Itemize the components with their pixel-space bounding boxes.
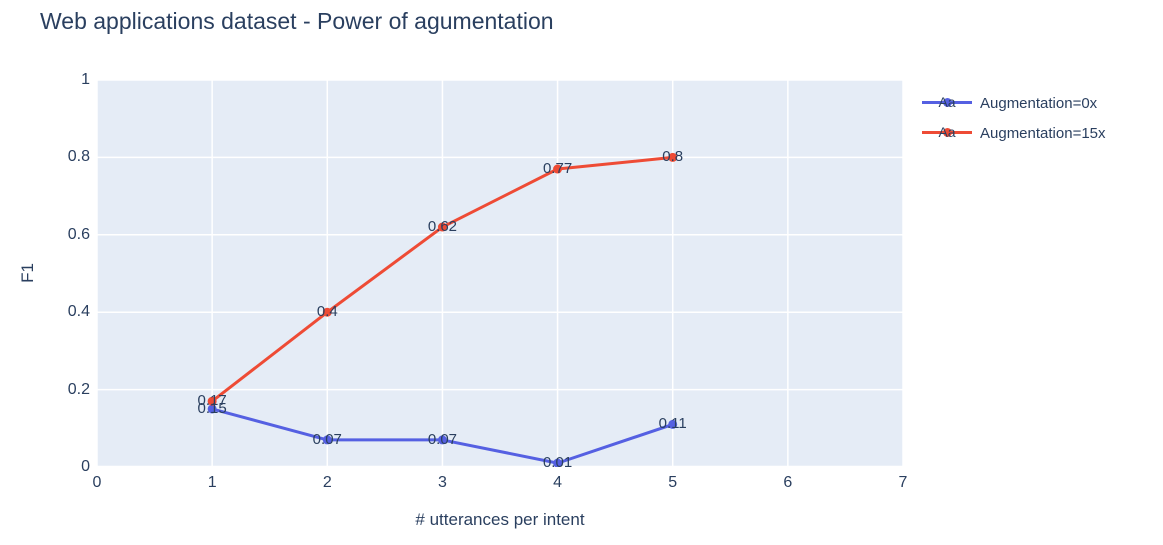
y-axis-title: F1: [18, 263, 37, 283]
legend-item[interactable]: Aa Augmentation=0x: [922, 88, 1106, 118]
series-marker: [437, 222, 447, 232]
x-axis-title: # utterances per intent: [415, 510, 585, 529]
x-tick-label: 6: [783, 474, 793, 491]
legend-line-sample: Aa: [922, 123, 972, 143]
legend-sample-text: Aa: [938, 124, 956, 140]
series-marker: [437, 435, 447, 445]
legend: Aa Augmentation=0x Aa Augmentation=15x: [922, 88, 1106, 148]
y-tick-label: 0.8: [67, 148, 90, 166]
x-tick-label: 3: [437, 474, 447, 491]
x-tick-label: 5: [668, 474, 678, 491]
series-marker: [322, 307, 332, 317]
x-tick-label: 4: [553, 474, 563, 491]
x-tick-label: 2: [322, 474, 332, 491]
series-marker: [553, 458, 563, 467]
chart-title: Web applications dataset - Power of agum…: [40, 8, 554, 34]
y-tick-label: 0.4: [67, 303, 90, 321]
legend-sample-text: Aa: [938, 94, 956, 110]
series-marker: [668, 152, 678, 162]
series-marker: [553, 164, 563, 174]
x-tick-label: 0: [92, 474, 102, 491]
y-tick-label: 0.6: [67, 225, 90, 243]
x-tick-label: 1: [207, 474, 217, 491]
series-marker: [668, 419, 678, 429]
x-tick-label: 7: [898, 474, 908, 491]
plot-canvas: [97, 80, 903, 467]
y-tick-label: 0.2: [67, 380, 90, 398]
series-marker: [207, 396, 217, 406]
legend-label: Augmentation=15x: [980, 124, 1106, 142]
y-tick-label: 1: [81, 71, 90, 88]
series-marker: [207, 404, 217, 414]
plot-area: 0.15 0.07 0.07 0.01 0.11 0.17 0.4 0.62 0.77 0.8: [97, 80, 903, 471]
legend-item[interactable]: Aa Augmentation=15x: [922, 118, 1106, 148]
legend-line-sample: Aa: [922, 93, 972, 113]
series-marker: [322, 435, 332, 445]
legend-label: Augmentation=0x: [980, 94, 1098, 112]
y-tick-label: 0: [81, 458, 90, 475]
